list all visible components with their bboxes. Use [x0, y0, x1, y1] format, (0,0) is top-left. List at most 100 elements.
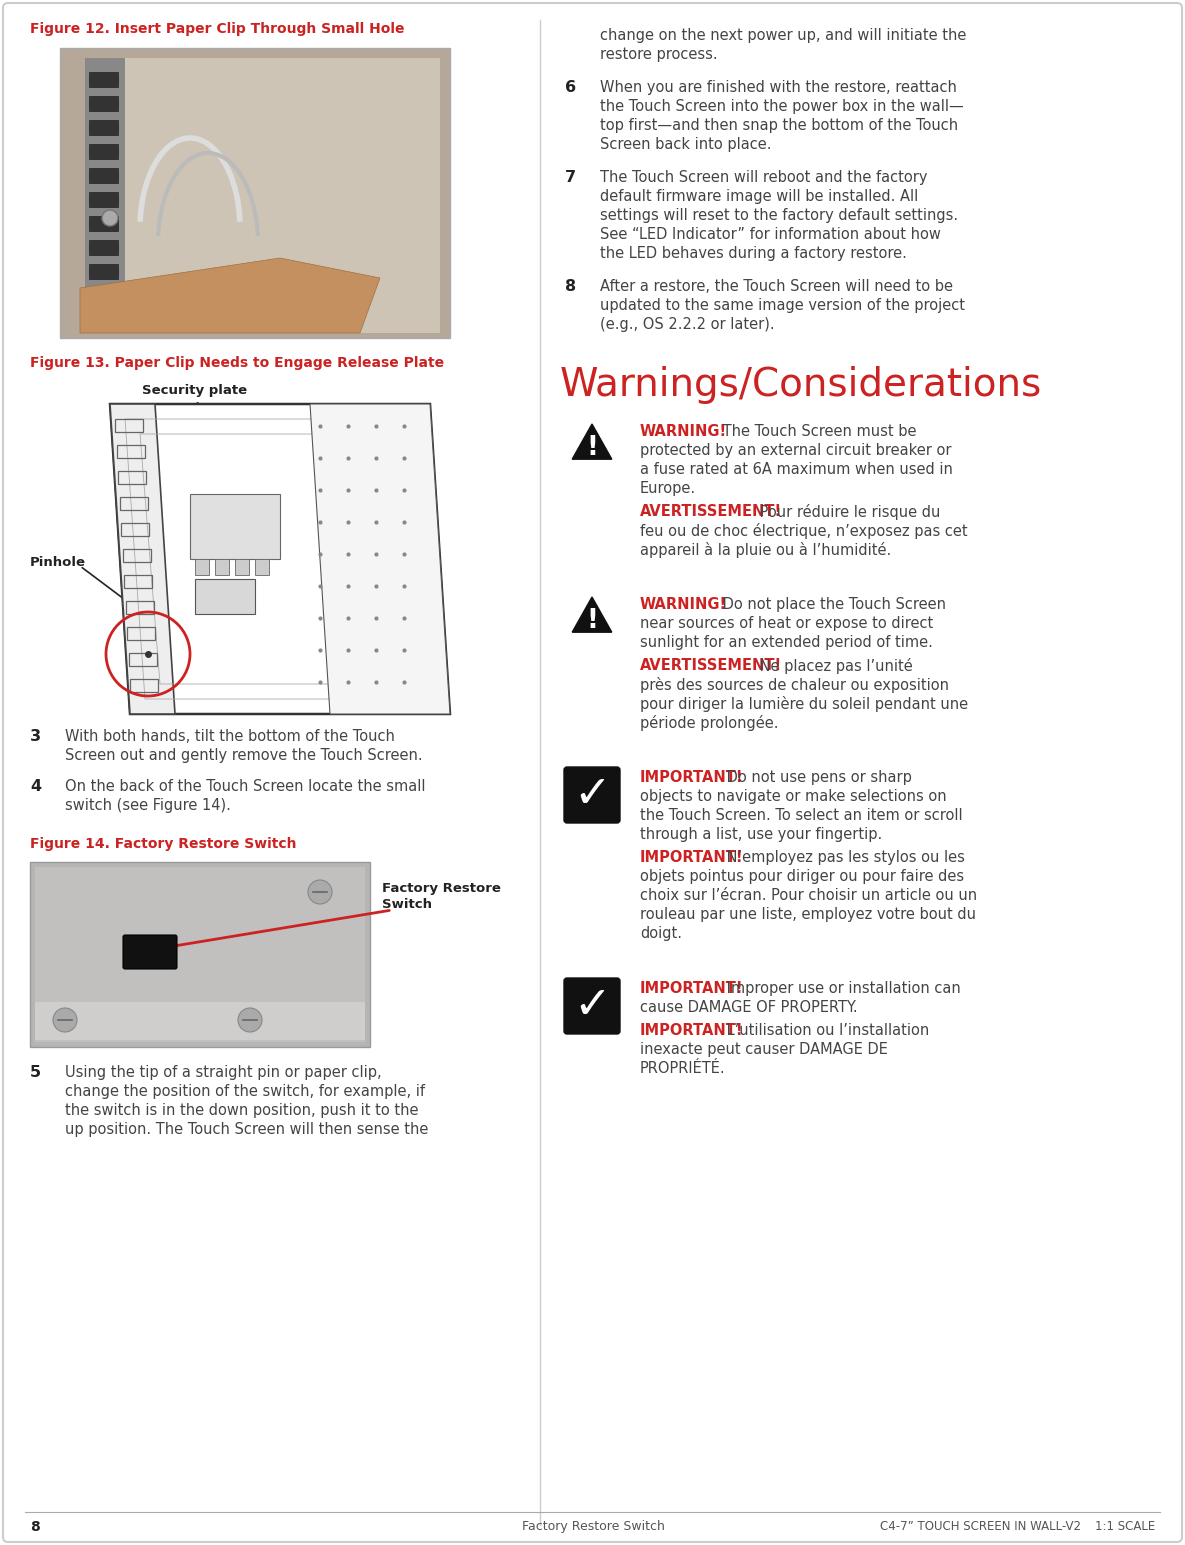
Text: IMPORTANT!: IMPORTANT!	[640, 1023, 743, 1038]
Text: protected by an external circuit breaker or: protected by an external circuit breaker…	[640, 443, 952, 457]
Text: période prolongée.: période prolongée.	[640, 715, 779, 731]
FancyBboxPatch shape	[196, 579, 255, 613]
Text: through a list, use your fingertip.: through a list, use your fingertip.	[640, 827, 883, 842]
Text: updated to the same image version of the project: updated to the same image version of the…	[600, 298, 965, 314]
Text: L’utilisation ou l’installation: L’utilisation ou l’installation	[722, 1023, 929, 1038]
Text: Figure 12. Insert Paper Clip Through Small Hole: Figure 12. Insert Paper Clip Through Sma…	[30, 22, 404, 36]
Polygon shape	[81, 258, 380, 334]
FancyBboxPatch shape	[190, 494, 280, 559]
Polygon shape	[110, 403, 450, 714]
FancyBboxPatch shape	[564, 766, 620, 823]
Text: See “LED Indicator” for information about how: See “LED Indicator” for information abou…	[600, 227, 941, 243]
Text: Europe.: Europe.	[640, 480, 696, 496]
FancyBboxPatch shape	[124, 59, 440, 334]
FancyBboxPatch shape	[89, 73, 119, 88]
Text: 5: 5	[30, 1065, 41, 1080]
Text: Screen out and gently remove the Touch Screen.: Screen out and gently remove the Touch S…	[65, 748, 423, 763]
Text: the Touch Screen into the power box in the wall—: the Touch Screen into the power box in t…	[600, 99, 963, 114]
Text: Ne placez pas l’unité: Ne placez pas l’unité	[755, 658, 912, 674]
Text: choix sur l’écran. Pour choisir un article ou un: choix sur l’écran. Pour choisir un artic…	[640, 888, 978, 902]
Text: AVERTISSEMENT!: AVERTISSEMENT!	[640, 504, 782, 519]
Text: After a restore, the Touch Screen will need to be: After a restore, the Touch Screen will n…	[600, 280, 953, 294]
Text: 8: 8	[30, 1520, 40, 1534]
Text: the LED behaves during a factory restore.: the LED behaves during a factory restore…	[600, 246, 907, 261]
Text: Factory Restore Switch: Factory Restore Switch	[521, 1520, 665, 1533]
Text: sunlight for an extended period of time.: sunlight for an extended period of time.	[640, 635, 933, 650]
Text: The Touch Screen will reboot and the factory: The Touch Screen will reboot and the fac…	[600, 170, 928, 185]
FancyBboxPatch shape	[255, 559, 269, 575]
FancyBboxPatch shape	[85, 59, 124, 334]
Text: Factory Restore: Factory Restore	[382, 882, 501, 895]
Text: pour diriger la lumière du soleil pendant une: pour diriger la lumière du soleil pendan…	[640, 695, 968, 712]
FancyBboxPatch shape	[60, 48, 450, 338]
Text: With both hands, tilt the bottom of the Touch: With both hands, tilt the bottom of the …	[65, 729, 395, 745]
FancyBboxPatch shape	[196, 559, 209, 575]
Text: Security plate: Security plate	[142, 385, 248, 397]
Text: top first—and then snap the bottom of the Touch: top first—and then snap the bottom of th…	[600, 117, 959, 133]
Text: feu ou de choc électrique, n’exposez pas cet: feu ou de choc électrique, n’exposez pas…	[640, 524, 968, 539]
FancyBboxPatch shape	[123, 935, 177, 969]
Text: Figure 14. Factory Restore Switch: Figure 14. Factory Restore Switch	[30, 837, 296, 851]
Text: restore process.: restore process.	[600, 46, 718, 62]
FancyBboxPatch shape	[214, 559, 229, 575]
Polygon shape	[310, 403, 450, 714]
Text: Pour réduire le risque du: Pour réduire le risque du	[755, 504, 941, 521]
Text: Switch: Switch	[382, 898, 433, 912]
Text: (e.g., OS 2.2.2 or later).: (e.g., OS 2.2.2 or later).	[600, 317, 775, 332]
Circle shape	[238, 1007, 262, 1032]
Text: WARNING!: WARNING!	[640, 596, 728, 612]
Text: objets pointus pour diriger ou pour faire des: objets pointus pour diriger ou pour fair…	[640, 868, 965, 884]
Text: doigt.: doigt.	[640, 925, 683, 941]
Text: the Touch Screen. To select an item or scroll: the Touch Screen. To select an item or s…	[640, 808, 962, 823]
FancyBboxPatch shape	[89, 287, 119, 304]
Text: ✓: ✓	[574, 774, 611, 816]
Polygon shape	[572, 596, 611, 632]
FancyBboxPatch shape	[89, 239, 119, 256]
Text: 8: 8	[565, 280, 576, 294]
Text: default firmware image will be installed. All: default firmware image will be installed…	[600, 188, 918, 204]
FancyBboxPatch shape	[564, 978, 620, 1034]
Text: inexacte peut causer DAMAGE DE: inexacte peut causer DAMAGE DE	[640, 1041, 888, 1057]
Text: The Touch Screen must be: The Touch Screen must be	[718, 423, 916, 439]
FancyBboxPatch shape	[30, 862, 370, 1048]
Text: ✓: ✓	[574, 984, 611, 1027]
Text: PROPRIÉTÉ.: PROPRIÉTÉ.	[640, 1061, 725, 1075]
Text: Using the tip of a straight pin or paper clip,: Using the tip of a straight pin or paper…	[65, 1065, 382, 1080]
FancyBboxPatch shape	[235, 559, 249, 575]
Text: appareil à la pluie ou à l’humidité.: appareil à la pluie ou à l’humidité.	[640, 542, 891, 558]
Text: settings will reset to the factory default settings.: settings will reset to the factory defau…	[600, 209, 959, 222]
FancyBboxPatch shape	[36, 867, 365, 1041]
Text: 3: 3	[30, 729, 41, 745]
Text: 7: 7	[565, 170, 576, 185]
FancyBboxPatch shape	[89, 96, 119, 111]
Text: rouleau par une liste, employez votre bout du: rouleau par une liste, employez votre bo…	[640, 907, 976, 922]
Text: Do not place the Touch Screen: Do not place the Touch Screen	[718, 596, 946, 612]
Text: When you are finished with the restore, reattach: When you are finished with the restore, …	[600, 80, 956, 94]
Text: the switch is in the down position, push it to the: the switch is in the down position, push…	[65, 1103, 418, 1119]
Text: a fuse rated at 6A maximum when used in: a fuse rated at 6A maximum when used in	[640, 462, 953, 477]
Text: change on the next power up, and will initiate the: change on the next power up, and will in…	[600, 28, 967, 43]
Text: cause DAMAGE OF PROPERTY.: cause DAMAGE OF PROPERTY.	[640, 1000, 858, 1015]
Text: switch (see Figure 14).: switch (see Figure 14).	[65, 799, 231, 813]
FancyBboxPatch shape	[36, 1003, 365, 1040]
FancyBboxPatch shape	[89, 168, 119, 184]
Circle shape	[53, 1007, 77, 1032]
Text: Improper use or installation can: Improper use or installation can	[722, 981, 961, 997]
Text: Screen back into place.: Screen back into place.	[600, 138, 771, 151]
Circle shape	[308, 881, 332, 904]
Text: Do not use pens or sharp: Do not use pens or sharp	[722, 769, 912, 785]
FancyBboxPatch shape	[4, 3, 1181, 1542]
FancyBboxPatch shape	[89, 216, 119, 232]
Text: IMPORTANT!: IMPORTANT!	[640, 981, 743, 997]
FancyBboxPatch shape	[89, 192, 119, 209]
Text: up position. The Touch Screen will then sense the: up position. The Touch Screen will then …	[65, 1122, 428, 1137]
FancyBboxPatch shape	[89, 121, 119, 136]
Text: near sources of heat or expose to direct: near sources of heat or expose to direct	[640, 616, 934, 630]
Text: 6: 6	[565, 80, 576, 94]
Text: AVERTISSEMENT!: AVERTISSEMENT!	[640, 658, 782, 674]
Text: Warnings/Considerations: Warnings/Considerations	[561, 366, 1043, 403]
Polygon shape	[110, 403, 175, 714]
Text: On the back of the Touch Screen locate the small: On the back of the Touch Screen locate t…	[65, 779, 425, 794]
FancyBboxPatch shape	[89, 144, 119, 161]
Text: IMPORTANT!: IMPORTANT!	[640, 769, 743, 785]
